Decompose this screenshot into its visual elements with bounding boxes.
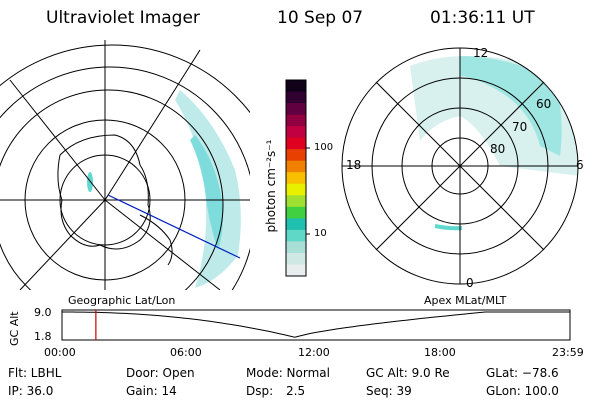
- observation-time: 01:36:11 UT: [430, 8, 535, 28]
- mlt-label-0: 0: [466, 276, 474, 290]
- time-tick-0600: 06:00: [170, 346, 202, 359]
- colorbar-segment: [286, 183, 306, 196]
- status-gc-alt: GC Alt: 9.0 Re: [366, 366, 450, 380]
- status-ip: IP: 36.0: [8, 384, 54, 398]
- colorbar-unit-label: photon cm⁻²s⁻¹: [264, 139, 278, 233]
- colorbar-segment: [286, 241, 306, 254]
- right-map-label: Apex MLat/MLT: [424, 294, 507, 307]
- mlat-label-60: 60: [536, 97, 552, 111]
- colorbar-segment: [286, 137, 306, 150]
- altitude-curve: [62, 311, 570, 338]
- colorbar-segment: [286, 126, 306, 139]
- colorbar-segment: [286, 218, 306, 231]
- mlat-label-70: 70: [512, 120, 528, 134]
- status-dsp-label: Dsp:: [246, 384, 274, 398]
- status-filter: Flt: LBHL: [8, 366, 62, 380]
- time-tick-2359: 23:59: [552, 346, 584, 359]
- mlt-label-18: 18: [346, 158, 362, 172]
- altitude-ylabel: GC Alt: [8, 311, 21, 346]
- colorbar-segment: [286, 264, 306, 277]
- status-glon: GLon: 100.0: [486, 384, 559, 398]
- time-tick-1800: 18:00: [424, 346, 456, 359]
- colorbar: [285, 79, 310, 277]
- colorbar-segment: [286, 149, 306, 162]
- time-tick-0000: 00:00: [44, 346, 76, 359]
- left-map-label: Geographic Lat/Lon: [68, 294, 176, 307]
- colorbar-segment: [286, 103, 306, 116]
- mlt-label-6: 6: [576, 158, 584, 172]
- mlt-label-12: 12: [473, 46, 489, 60]
- emission-spot: [87, 172, 93, 192]
- colorbar-tick-10: 10: [314, 228, 327, 239]
- mlat-label-80: 80: [490, 142, 506, 156]
- colorbar-segment: [286, 195, 306, 208]
- status-mode: Mode: Normal: [246, 366, 330, 380]
- aurora-emission-bright: [190, 135, 223, 250]
- alt-tick-1-8: 1.8: [34, 330, 52, 343]
- colorbar-segment: [286, 80, 306, 93]
- colorbar-segment: [286, 206, 306, 219]
- observation-date: 10 Sep 07: [277, 8, 364, 28]
- colorbar-segment: [286, 252, 306, 265]
- colorbar-segment: [286, 114, 306, 127]
- colorbar-segment: [286, 172, 306, 185]
- altitude-plot: [61, 309, 571, 341]
- status-gain: Gain: 14: [126, 384, 177, 398]
- colorbar-segment: [286, 160, 306, 173]
- status-glat: GLat: −78.6: [486, 366, 559, 380]
- colorbar-segment: [286, 229, 306, 242]
- aurora-oval-bright: [460, 56, 562, 156]
- colorbar-gradient: [286, 80, 306, 277]
- magnetic-polar-plot: [341, 47, 579, 285]
- status-door: Door: Open: [126, 366, 195, 380]
- status-seq: Seq: 39: [366, 384, 412, 398]
- alt-tick-9: 9.0: [34, 306, 52, 319]
- colorbar-tick-100: 100: [314, 142, 334, 153]
- geographic-map: [0, 40, 250, 290]
- colorbar-segment: [286, 91, 306, 104]
- status-dsp-value: 2.5: [286, 384, 306, 398]
- instrument-title: Ultraviolet Imager: [46, 8, 200, 28]
- time-tick-1200: 12:00: [298, 346, 330, 359]
- emission-arc: [434, 224, 463, 231]
